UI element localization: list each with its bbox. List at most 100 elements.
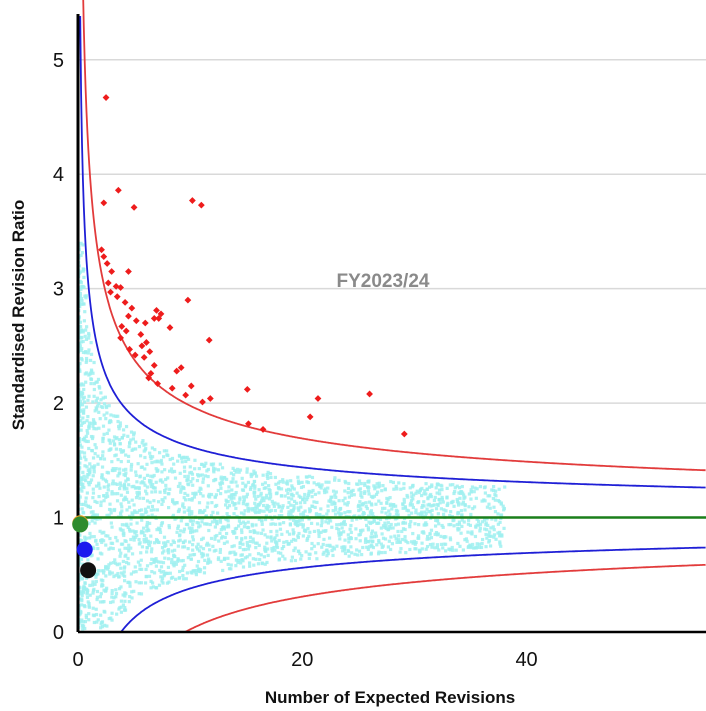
background-point <box>305 498 308 501</box>
background-point <box>114 562 117 565</box>
background-point <box>81 577 84 580</box>
background-point <box>292 508 295 511</box>
background-point <box>126 491 129 494</box>
background-point <box>317 482 320 485</box>
background-point <box>102 433 105 436</box>
background-point <box>273 536 276 539</box>
background-point <box>460 509 463 512</box>
outlier-point <box>189 197 196 204</box>
background-point <box>460 525 463 528</box>
background-point <box>372 484 375 487</box>
background-point <box>241 477 244 480</box>
background-point <box>113 454 116 457</box>
background-point <box>235 536 238 539</box>
background-point <box>399 488 402 491</box>
background-point <box>328 544 331 547</box>
background-point <box>131 449 134 452</box>
background-point <box>499 545 502 548</box>
background-point <box>470 488 473 491</box>
background-point <box>115 613 118 616</box>
background-point <box>119 567 122 570</box>
background-point <box>410 540 413 543</box>
background-point <box>167 492 170 495</box>
x-tick-label: 20 <box>291 649 313 671</box>
background-point <box>172 463 175 466</box>
background-point <box>310 504 313 507</box>
background-point <box>91 591 94 594</box>
background-point <box>471 543 474 546</box>
background-point <box>257 552 260 555</box>
background-point <box>104 496 107 499</box>
background-point <box>378 484 381 487</box>
background-point <box>338 537 341 540</box>
background-point <box>181 460 184 463</box>
background-point <box>331 554 334 557</box>
background-point <box>190 512 193 515</box>
background-point <box>121 436 124 439</box>
background-point <box>494 538 497 541</box>
background-point <box>84 372 87 375</box>
background-point <box>125 425 128 428</box>
background-point <box>315 513 318 516</box>
background-point <box>223 476 226 479</box>
background-point <box>389 480 392 483</box>
background-point <box>81 594 84 597</box>
background-point <box>82 620 85 623</box>
background-point <box>177 577 180 580</box>
background-point <box>404 551 407 554</box>
background-point <box>280 533 283 536</box>
background-point <box>164 544 167 547</box>
background-point <box>338 499 341 502</box>
background-point <box>210 463 213 466</box>
background-point <box>373 487 376 490</box>
background-point <box>100 592 103 595</box>
background-point <box>230 488 233 491</box>
background-point <box>155 528 158 531</box>
background-point <box>265 494 268 497</box>
background-point <box>362 502 365 505</box>
background-point <box>204 474 207 477</box>
background-point <box>384 551 387 554</box>
background-point <box>385 502 388 505</box>
background-point <box>289 479 292 482</box>
background-point <box>282 541 285 544</box>
background-point <box>244 484 247 487</box>
background-point <box>278 523 281 526</box>
background-point <box>94 422 97 425</box>
y-tick-label: 3 <box>53 279 64 301</box>
background-point <box>347 501 350 504</box>
background-point <box>100 583 103 586</box>
background-point <box>80 424 83 427</box>
background-point <box>101 440 104 443</box>
background-point <box>104 543 107 546</box>
outlier-point <box>107 289 114 296</box>
background-point <box>116 458 119 461</box>
background-point <box>299 505 302 508</box>
outlier-point <box>118 323 125 330</box>
background-point <box>101 450 104 453</box>
background-point <box>83 536 86 539</box>
background-point <box>261 528 264 531</box>
background-point <box>122 532 125 535</box>
background-point <box>366 507 369 510</box>
y-tick-label: 1 <box>53 508 64 530</box>
background-point <box>108 439 111 442</box>
background-point <box>92 361 95 364</box>
background-point <box>163 536 166 539</box>
background-point <box>87 395 90 398</box>
background-point <box>263 510 266 513</box>
background-point <box>96 404 99 407</box>
outlier-point <box>123 328 130 335</box>
background-point <box>441 546 444 549</box>
background-point <box>93 382 96 385</box>
background-point <box>408 548 411 551</box>
background-point <box>142 497 145 500</box>
background-point <box>430 529 433 532</box>
background-point <box>395 537 398 540</box>
background-point <box>388 525 391 528</box>
background-point <box>315 557 318 560</box>
background-point <box>167 551 170 554</box>
background-point <box>342 521 345 524</box>
background-point <box>261 483 264 486</box>
background-point <box>420 487 423 490</box>
